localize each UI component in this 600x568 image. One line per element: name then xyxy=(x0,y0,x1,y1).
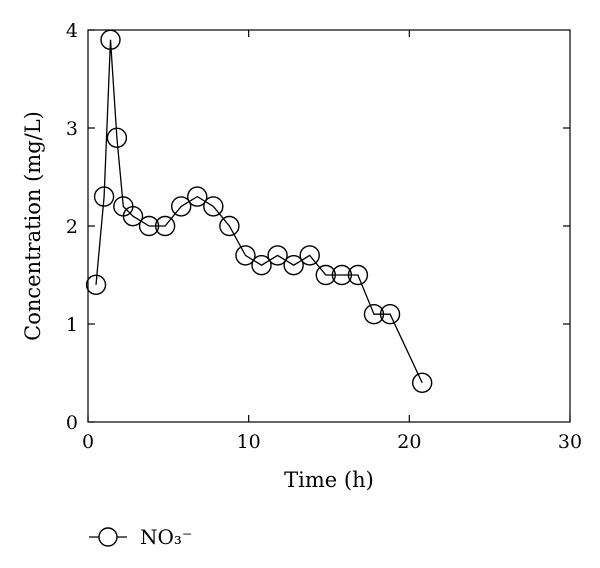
y-tick-label: 0 xyxy=(66,412,78,434)
data-point xyxy=(93,186,115,207)
y-tick-label: 3 xyxy=(66,118,78,140)
data-point xyxy=(154,215,176,237)
y-axis-title: Concentration (mg/L) xyxy=(21,111,45,341)
data-point xyxy=(251,255,272,276)
data-point xyxy=(219,215,240,237)
x-tick-label: 0 xyxy=(82,431,94,453)
legend: NO₃⁻ xyxy=(89,525,192,549)
data-point xyxy=(331,264,353,286)
data-point xyxy=(347,264,369,286)
data-point xyxy=(235,245,256,266)
y-tick-label: 1 xyxy=(66,314,78,336)
data-point xyxy=(379,304,401,325)
data-point xyxy=(363,304,385,325)
y-tick-label: 4 xyxy=(66,20,78,42)
legend-marker xyxy=(98,527,118,547)
data-point xyxy=(122,205,144,227)
data-point xyxy=(203,196,224,217)
data-point xyxy=(315,264,336,286)
series-line xyxy=(95,39,423,384)
data-point xyxy=(267,245,288,266)
data-point xyxy=(299,245,320,266)
data-point xyxy=(187,186,208,207)
data-point xyxy=(100,29,121,50)
x-tick-label: 20 xyxy=(397,431,421,453)
y-axis-ticks: 0 1 2 3 4 xyxy=(66,20,570,434)
x-axis-title: Time (h) xyxy=(284,468,374,492)
x-tick-label: 30 xyxy=(558,431,582,453)
legend-label: NO₃⁻ xyxy=(140,525,192,549)
y-tick-label: 2 xyxy=(66,216,78,238)
data-point xyxy=(411,372,433,393)
data-point xyxy=(283,255,304,276)
data-point xyxy=(85,274,107,295)
series-layer xyxy=(85,29,433,393)
data-point xyxy=(138,215,160,237)
data-point xyxy=(106,127,128,149)
x-tick-label: 10 xyxy=(237,431,261,453)
data-point xyxy=(170,196,192,217)
x-axis-ticks: 0 10 20 30 xyxy=(82,30,582,453)
